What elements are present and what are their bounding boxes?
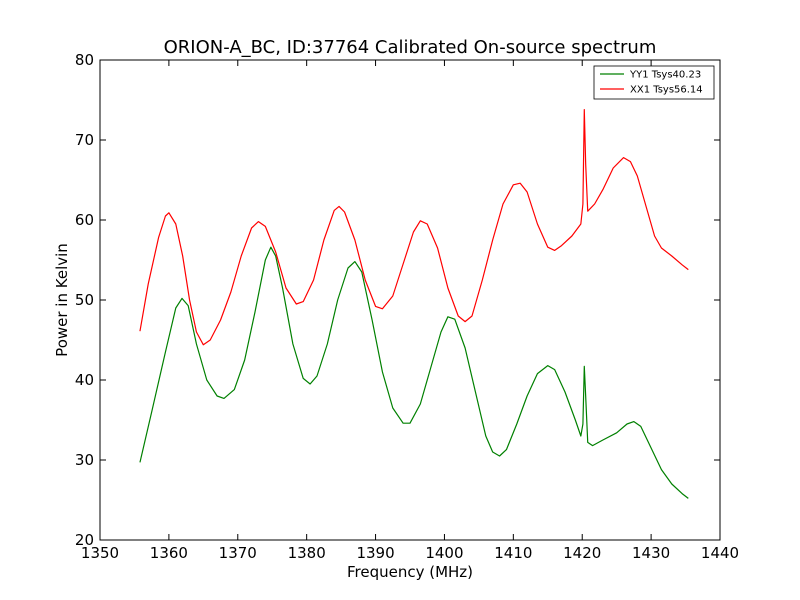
y-axis-label: Power in Kelvin [53, 243, 71, 357]
plot-area [100, 60, 720, 540]
x-tick-label: 1380 [288, 544, 326, 562]
plot-background [100, 60, 720, 540]
x-tick-label: 1430 [632, 544, 670, 562]
legend-label-0: YY1 Tsys40.23 [629, 70, 701, 81]
x-tick-label: 1360 [150, 544, 188, 562]
x-axis-label: Frequency (MHz) [347, 563, 473, 581]
y-tick-label: 40 [75, 371, 94, 389]
legend: YY1 Tsys40.23 XX1 Tsys56.14 [593, 65, 715, 100]
series-line-0 [139, 246, 689, 499]
y-tick-label: 70 [75, 131, 94, 149]
ticks-layer: 1350 1360 1370 1380 1390 1400 1410 1420 1430 1440… [75, 51, 739, 562]
y-tick-label: 80 [75, 51, 94, 69]
x-tick-label: 1410 [494, 544, 532, 562]
y-tick-label: 60 [75, 211, 94, 229]
x-tick-label: 1440 [701, 544, 739, 562]
x-tick-label: 1390 [356, 544, 394, 562]
series-layer [139, 109, 689, 499]
x-tick-label: 1420 [563, 544, 601, 562]
x-tick-label: 1400 [425, 544, 463, 562]
y-tick-label: 30 [75, 451, 94, 469]
legend-box [593, 65, 715, 100]
series-line-1 [139, 109, 689, 346]
y-tick-label: 20 [75, 531, 94, 549]
x-tick-label: 1350 [81, 544, 119, 562]
y-tick-label: 50 [75, 291, 94, 309]
x-tick-label: 1370 [219, 544, 257, 562]
chart-title: ORION-A_BC, ID:37764 Calibrated On-sourc… [164, 37, 657, 58]
legend-label-1: XX1 Tsys56.14 [630, 85, 703, 96]
